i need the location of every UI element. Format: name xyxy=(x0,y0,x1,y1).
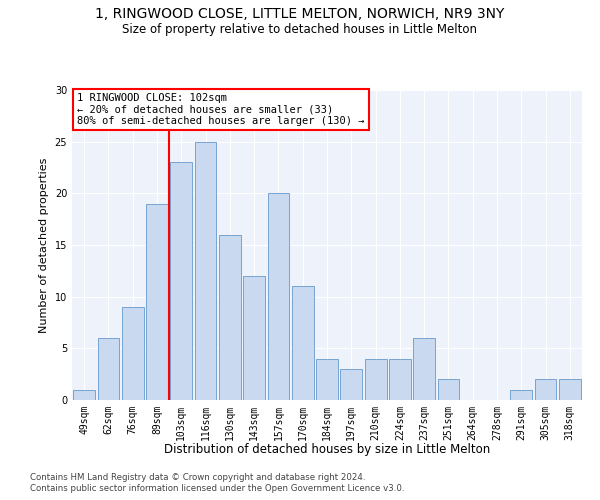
Bar xyxy=(73,390,95,400)
Bar xyxy=(413,338,435,400)
Bar xyxy=(559,380,581,400)
Bar xyxy=(97,338,119,400)
Bar xyxy=(389,358,411,400)
Bar xyxy=(268,194,289,400)
Bar xyxy=(243,276,265,400)
Bar xyxy=(316,358,338,400)
Bar xyxy=(340,369,362,400)
Text: Distribution of detached houses by size in Little Melton: Distribution of detached houses by size … xyxy=(164,442,490,456)
Bar xyxy=(437,380,460,400)
Text: 1, RINGWOOD CLOSE, LITTLE MELTON, NORWICH, NR9 3NY: 1, RINGWOOD CLOSE, LITTLE MELTON, NORWIC… xyxy=(95,8,505,22)
Y-axis label: Number of detached properties: Number of detached properties xyxy=(39,158,49,332)
Bar xyxy=(535,380,556,400)
Text: 1 RINGWOOD CLOSE: 102sqm
← 20% of detached houses are smaller (33)
80% of semi-d: 1 RINGWOOD CLOSE: 102sqm ← 20% of detach… xyxy=(77,93,365,126)
Bar xyxy=(170,162,192,400)
Bar xyxy=(122,307,143,400)
Text: Contains HM Land Registry data © Crown copyright and database right 2024.: Contains HM Land Registry data © Crown c… xyxy=(30,472,365,482)
Text: Contains public sector information licensed under the Open Government Licence v3: Contains public sector information licen… xyxy=(30,484,404,493)
Bar xyxy=(292,286,314,400)
Bar xyxy=(511,390,532,400)
Bar xyxy=(194,142,217,400)
Bar xyxy=(219,234,241,400)
Bar xyxy=(146,204,168,400)
Bar xyxy=(365,358,386,400)
Text: Size of property relative to detached houses in Little Melton: Size of property relative to detached ho… xyxy=(122,22,478,36)
